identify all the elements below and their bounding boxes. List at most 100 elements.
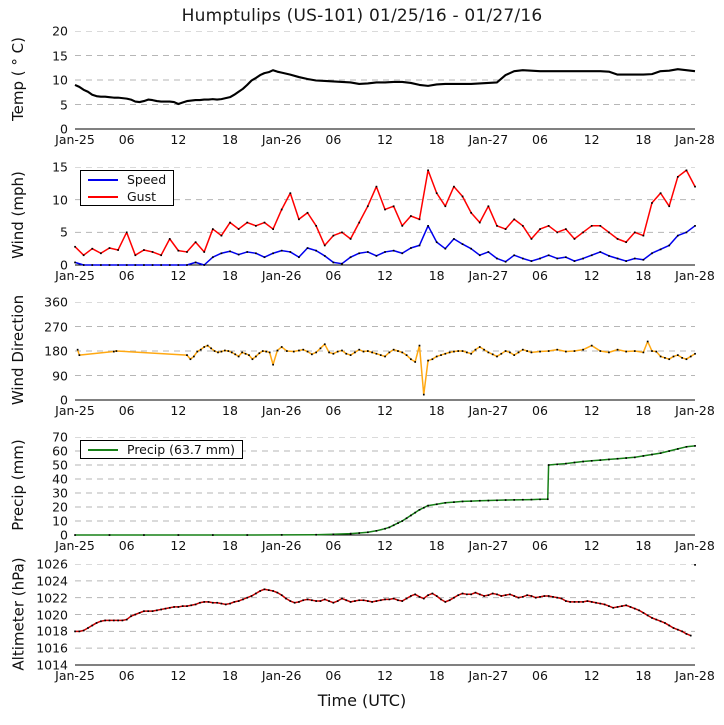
data-point	[392, 597, 395, 600]
data-point	[143, 610, 145, 613]
data-point	[358, 348, 361, 351]
data-point	[91, 624, 94, 627]
x-tick-temperature-0: Jan-25	[55, 132, 95, 147]
data-point	[582, 231, 584, 234]
x-axis-title: Time (UTC)	[317, 691, 407, 710]
data-point	[234, 353, 237, 356]
data-point	[539, 257, 541, 260]
data-point	[177, 606, 180, 608]
data-point	[676, 628, 679, 631]
data-point	[258, 352, 261, 355]
data-point	[349, 601, 352, 603]
legend-entry-0[interactable]: Speed	[81, 171, 173, 188]
data-point	[547, 595, 550, 597]
data-point	[237, 228, 240, 230]
data-point	[431, 358, 434, 361]
data-point	[220, 350, 223, 353]
x-tick-precipitation-10: 12	[583, 538, 600, 553]
data-point	[237, 600, 240, 602]
data-point	[263, 588, 266, 591]
data-point	[431, 592, 434, 595]
y-tick-wind-2: 10	[52, 192, 68, 208]
data-point	[513, 254, 516, 257]
data-point	[590, 344, 593, 347]
data-point	[74, 261, 76, 264]
data-point	[496, 355, 498, 358]
x-tick-wind-direction-12: Jan-28	[675, 403, 715, 418]
y-tick-wind-direction-2: 180	[44, 343, 68, 359]
y-tick-precipitation-0: 0	[60, 527, 68, 543]
x-tick-temperature-10: 12	[583, 132, 600, 147]
data-point	[224, 603, 227, 606]
x-tick-altimeter-0: Jan-25	[55, 668, 95, 683]
data-point	[371, 351, 373, 354]
data-point	[646, 614, 649, 617]
data-point	[323, 343, 326, 346]
data-point	[418, 596, 421, 598]
data-point	[414, 593, 417, 596]
data-point	[642, 455, 645, 457]
data-point	[332, 261, 335, 264]
legend-entry-1[interactable]: Gust	[81, 188, 173, 205]
data-point	[633, 231, 636, 234]
data-point	[496, 257, 498, 260]
x-tick-wind-8: Jan-27	[468, 268, 509, 283]
data-point	[121, 619, 124, 622]
data-point	[125, 618, 128, 621]
data-point	[112, 619, 115, 622]
data-point	[229, 250, 231, 253]
data-point	[487, 251, 490, 253]
x-tick-wind-4: Jan-26	[261, 268, 302, 283]
y-tick-altimeter-4: 1022	[36, 590, 68, 606]
data-point	[633, 607, 636, 610]
data-point	[410, 514, 412, 517]
data-point	[612, 606, 615, 609]
data-point	[496, 499, 498, 502]
data-point	[625, 457, 628, 459]
data-point	[694, 445, 696, 447]
data-point	[491, 592, 494, 595]
x-tick-precipitation-11: 18	[635, 538, 652, 553]
data-point	[546, 498, 549, 501]
x-tick-altimeter-6: 12	[377, 668, 393, 683]
data-point	[685, 358, 688, 361]
data-point	[401, 225, 404, 227]
x-tick-wind-direction-5: 06	[325, 403, 342, 418]
plot-area-wind	[74, 167, 696, 266]
data-point	[289, 600, 292, 602]
y-tick-wind-direction-4: 360	[44, 294, 68, 310]
data-point	[189, 358, 192, 361]
data-point	[547, 350, 550, 352]
data-point	[685, 446, 688, 448]
data-point	[625, 350, 628, 353]
legend-wind[interactable]: Speed Gust	[80, 170, 175, 206]
data-point	[261, 350, 264, 352]
x-tick-temperature-9: 06	[532, 132, 548, 147]
data-point	[694, 225, 696, 227]
data-point	[655, 350, 658, 353]
data-point	[470, 500, 473, 503]
data-point	[500, 595, 503, 597]
data-point	[457, 594, 460, 597]
data-point	[117, 619, 119, 622]
data-point	[625, 260, 628, 262]
data-point	[608, 458, 610, 461]
y-tick-precipitation-6: 60	[52, 443, 68, 459]
data-point	[388, 598, 391, 601]
x-tick-wind-11: 18	[635, 268, 652, 283]
data-point	[642, 258, 645, 261]
data-point	[302, 348, 305, 351]
x-tick-precipitation-1: 06	[118, 538, 135, 553]
data-point	[332, 352, 335, 355]
data-point	[590, 460, 593, 462]
data-point	[306, 598, 309, 601]
legend-precipitation[interactable]: Precip (63.7 mm)	[80, 440, 244, 459]
plot-area-precipitation	[74, 437, 696, 536]
x-tick-wind-direction-6: 12	[377, 403, 393, 418]
x-tick-wind-direction-9: 06	[532, 403, 548, 418]
data-point	[358, 221, 361, 224]
legend-entry-0[interactable]: Precip (63.7 mm)	[81, 441, 242, 458]
data-point	[422, 393, 425, 396]
x-tick-temperature-5: 06	[325, 132, 342, 147]
data-point	[530, 498, 533, 501]
